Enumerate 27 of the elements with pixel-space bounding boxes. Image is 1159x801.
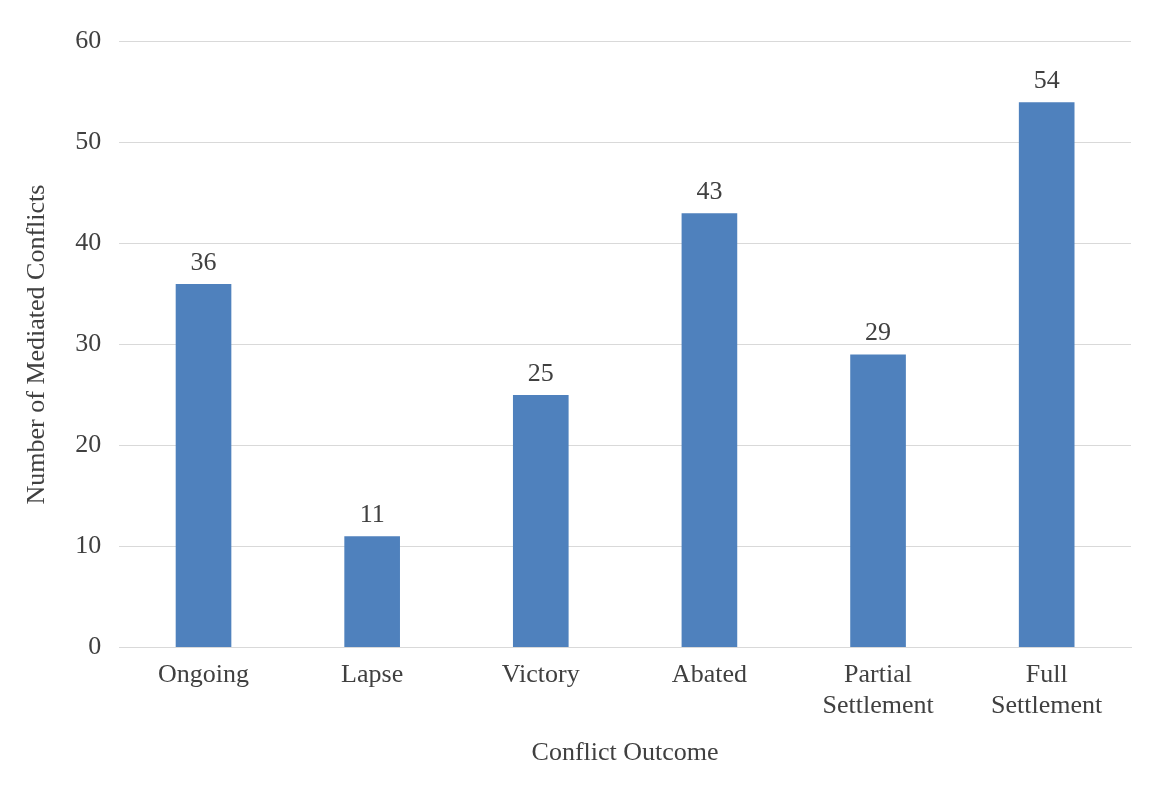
x-tick-label: Partial Settlement (822, 658, 935, 720)
bar (850, 354, 906, 647)
data-label: 36 (190, 246, 217, 276)
data-label: 54 (1033, 65, 1060, 95)
bar (512, 394, 569, 647)
data-label: 11 (359, 499, 385, 529)
data-label: 43 (696, 176, 723, 206)
bar (175, 283, 232, 647)
x-tick-label: Ongoing (158, 658, 250, 688)
y-tick-label: 10 (75, 530, 102, 560)
y-tick-label: 30 (75, 328, 102, 358)
x-tick-label: Victory (501, 658, 580, 688)
y-axis-title: Number of Mediated Conflicts (21, 184, 51, 505)
y-tick-label: 60 (75, 25, 102, 55)
bar (1018, 102, 1075, 647)
data-label: 29 (865, 317, 892, 347)
x-tick-label: Abated (671, 658, 747, 688)
data-label: 25 (527, 357, 554, 387)
x-tick-label: Full Settlement (991, 658, 1104, 720)
bar (344, 536, 400, 647)
y-tick-label: 40 (75, 227, 102, 257)
bar (681, 213, 738, 647)
x-axis-title: Conflict Outcome (531, 737, 719, 767)
y-tick-label: 50 (75, 126, 102, 156)
x-tick-label: Lapse (341, 658, 404, 688)
y-tick-label: 20 (75, 429, 102, 459)
y-tick-label: 0 (88, 631, 102, 661)
